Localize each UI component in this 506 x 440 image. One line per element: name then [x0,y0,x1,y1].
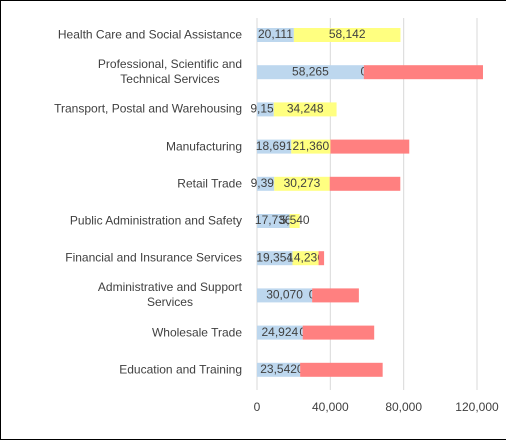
y-tick-label: Health Care and Social Assistance [58,28,242,43]
data-label: 20,111 [258,27,293,41]
data-label: 21,360 [292,139,329,153]
bar-segment [289,214,300,228]
bar-segment [292,251,319,266]
data-label: 24,924 [261,325,298,339]
bar-segment [273,102,337,117]
category-text: Retail Trade [177,176,242,191]
data-label: 19,354 [256,250,293,264]
bar-segment [257,102,274,117]
y-tick-label: Public Administration and Safety [70,214,242,229]
bar-segment [293,28,401,42]
category-text: Financial and Insurance Services [65,250,242,265]
data-label: 14,236 [287,250,324,264]
bar-segment [291,139,331,154]
bar-segment [312,288,359,303]
bar-segment [300,362,383,377]
category-text: Transport, Postal and Warehousing [54,101,242,116]
bar-segment [302,325,375,340]
y-tick-label: Education and Training [119,362,242,377]
bar-segment [318,251,325,266]
bar-segment [257,251,293,266]
category-text: Wholesale Trade [151,325,242,340]
data-label: 30,070 [266,288,303,302]
data-label: 9,392 [251,176,281,190]
bar-segment [257,362,301,377]
data-label: 58,265 [292,64,329,78]
y-tick-label: Transport, Postal and Warehousing [54,102,242,117]
category-text: Education and Training [119,362,242,377]
y-tick-label: Retail Trade [177,176,242,191]
y-tick-label: Wholesale Trade [152,325,242,340]
bar-segment [257,288,313,303]
data-label: 9,159 [250,102,280,116]
data-label: 58,142 [329,27,366,41]
bar-segment [257,28,294,42]
x-tick-label: 40,000 [312,400,349,414]
bar-segment [363,65,483,80]
bar-segment [257,214,290,228]
bar-segment [257,65,364,80]
data-label: 17,736 [255,213,292,227]
category-text: Manufacturing [165,139,242,154]
bar-segment [257,139,292,154]
data-label: 34,248 [287,102,324,116]
x-tick-label: 0 [254,400,261,414]
category-text: Administrative and Support Services [97,280,242,310]
data-label: 30,273 [284,176,321,190]
data-label: 5,540 [280,213,310,227]
category-text: Professional, Scientific and Technical S… [97,57,242,87]
y-tick-label: Financial and Insurance Services [65,251,242,266]
x-tick-label: 120,000 [455,400,499,414]
y-tick-label: Manufacturing [166,139,242,154]
data-label: 18,691 [256,139,293,153]
y-tick-label: Administrative and Support Services [98,280,242,310]
bar-segment [257,325,303,340]
x-tick-label: 80,000 [385,400,422,414]
bar-segment [329,176,401,191]
bar-segment [330,139,410,154]
y-tick-label: Professional, Scientific and Technical S… [98,57,242,87]
data-label: 23,542 [260,362,297,376]
category-text: Public Administration and Safety [69,213,242,228]
bar-segment [257,176,275,191]
category-text: Health Care and Social Assistance [57,27,242,42]
bar-segment [274,176,330,191]
